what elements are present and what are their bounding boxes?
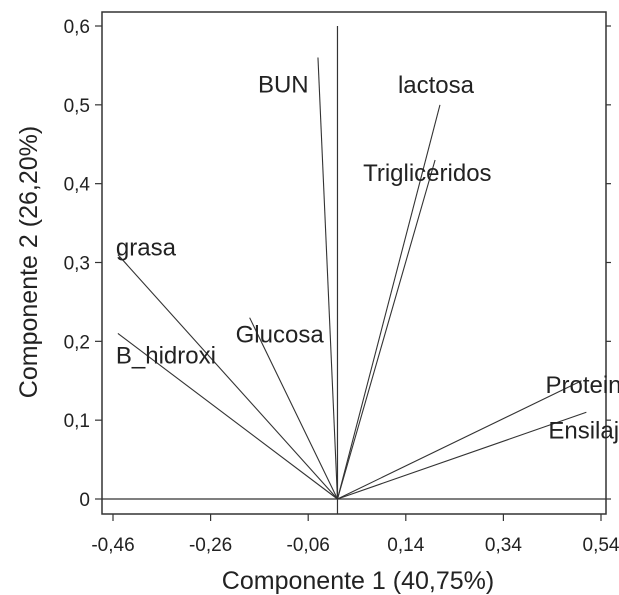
vector-ensilaje — [337, 411, 587, 500]
x-tick-label: -0,26 — [189, 535, 232, 556]
label-lactosa: lactosa — [398, 72, 475, 99]
label-proteina: Proteina — [545, 372, 619, 399]
x-tick-label: 0,34 — [485, 535, 522, 556]
x-tick-label: 0,14 — [387, 535, 424, 556]
plot-frame — [101, 11, 607, 515]
vector-grasa — [117, 254, 338, 500]
vector-lactosa — [336, 104, 441, 500]
vector-labels: BUN lactosa Trigliceridos grasa Glucosa B_hid… — [116, 72, 619, 445]
y-tick-label: 0,5 — [64, 96, 90, 117]
label-b-hidroxi: B_hidroxi — [116, 342, 216, 369]
y-tick-label: 0,1 — [64, 411, 90, 432]
label-ensilaje: Ensilaje — [548, 417, 619, 444]
vector-glucosa — [249, 317, 338, 500]
vector-bun — [317, 57, 339, 500]
y-tick-label: 0,2 — [64, 332, 90, 353]
y-axis-title: Componente 2 (26,20%) — [15, 126, 43, 398]
label-grasa: grasa — [116, 235, 177, 262]
y-tick-label: 0,4 — [64, 175, 91, 196]
x-tick-label: 0,54 — [583, 535, 619, 556]
x-axis-title: Componente 1 (40,75%) — [222, 567, 494, 595]
vector-trigliceridos — [336, 159, 436, 500]
y-tick-label: 0 — [79, 490, 90, 511]
vector-b-hidroxi — [117, 333, 338, 500]
y-tick-label: 0,3 — [64, 254, 90, 275]
label-trigliceridos: Trigliceridos — [363, 160, 491, 187]
loading-vectors — [102, 26, 606, 514]
vector-proteina — [337, 380, 582, 500]
x-tick-label: -0,46 — [91, 535, 134, 556]
y-tick-label: 0,6 — [64, 17, 90, 38]
axis-ticks: -0,46 -0,26 -0,06 0,14 0,34 0,54 0 0,1 0,2 0,3 0,4… — [64, 17, 619, 556]
label-bun: BUN — [258, 72, 309, 99]
label-glucosa: Glucosa — [236, 322, 325, 349]
x-tick-label: -0,06 — [287, 535, 330, 556]
